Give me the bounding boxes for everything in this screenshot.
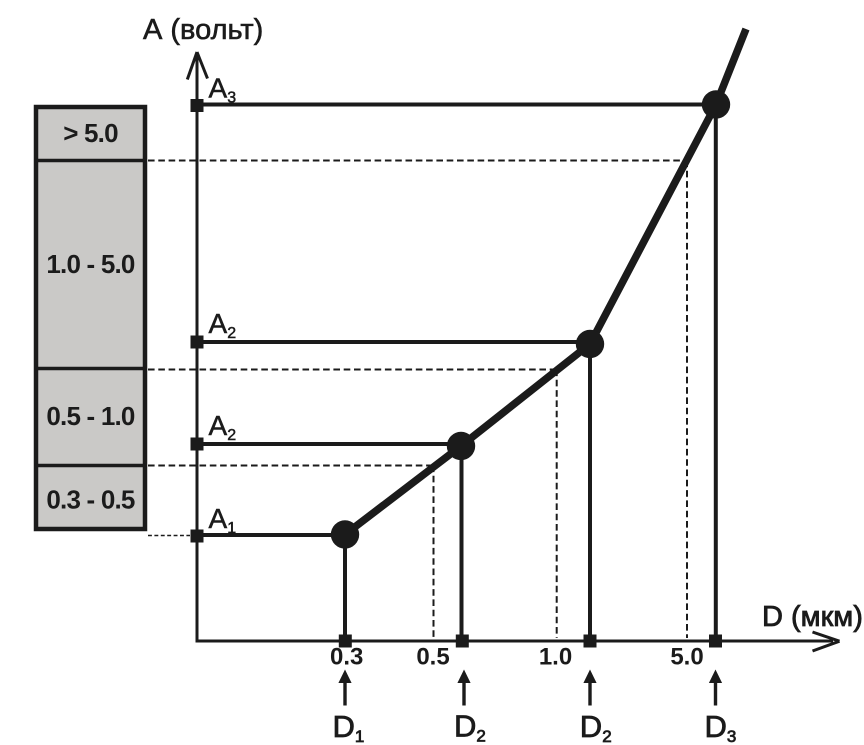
svg-text:D1: D1 <box>333 709 365 745</box>
svg-text:А (вольт): А (вольт) <box>143 14 263 46</box>
svg-text:5.0: 5.0 <box>670 644 703 671</box>
svg-text:D (мкм): D (мкм) <box>762 601 863 633</box>
svg-text:А2: А2 <box>209 410 237 444</box>
svg-text:0.3: 0.3 <box>330 644 363 671</box>
svg-text:1.0: 1.0 <box>539 644 572 671</box>
svg-text:0.5 - 1.0: 0.5 - 1.0 <box>46 401 135 431</box>
svg-text:0.3 - 0.5: 0.3 - 0.5 <box>46 485 135 515</box>
svg-text:0.5: 0.5 <box>416 644 449 671</box>
svg-text:1.0 - 5.0: 1.0 - 5.0 <box>46 249 135 279</box>
svg-text:> 5.0: > 5.0 <box>63 118 118 148</box>
